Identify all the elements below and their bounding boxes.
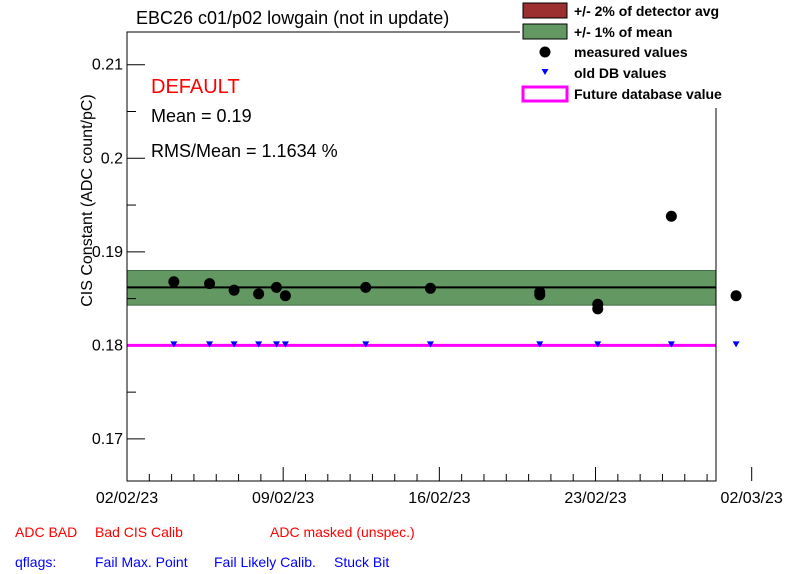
y-axis-label: CIS Constant (ADC count/pC) bbox=[79, 94, 96, 307]
old-db-point bbox=[594, 341, 602, 348]
x-tick-label: 23/02/23 bbox=[564, 490, 626, 507]
legend-label: +/- 2% of detector avg bbox=[574, 3, 719, 19]
measured-point bbox=[360, 281, 372, 293]
measured-point bbox=[665, 210, 677, 222]
bad-cis-calib-label: Bad CIS Calib bbox=[95, 524, 183, 540]
old-db-point bbox=[536, 341, 544, 348]
x-tick-label: 02/02/23 bbox=[96, 490, 158, 507]
measured-point bbox=[204, 278, 216, 290]
y-tick-label: 0.21 bbox=[92, 57, 123, 74]
y-tick-label: 0.18 bbox=[92, 337, 123, 354]
measured-point bbox=[168, 276, 180, 288]
measured-point bbox=[730, 290, 742, 302]
old-db-point bbox=[206, 341, 214, 348]
old-db-point bbox=[667, 341, 675, 348]
adc-masked-label: ADC masked (unspec.) bbox=[270, 524, 415, 540]
measured-point bbox=[253, 288, 265, 300]
measured-point bbox=[270, 281, 282, 293]
measured-point bbox=[592, 303, 604, 315]
fail-likely-calib-label: Fail Likely Calib. bbox=[214, 554, 316, 570]
rms-annotation: RMS/Mean = 1.1634 % bbox=[151, 141, 338, 161]
old-db-point bbox=[426, 341, 434, 348]
default-label: DEFAULT bbox=[151, 76, 240, 98]
y-tick-label: 0.2 bbox=[101, 150, 123, 167]
legend: +/- 2% of detector avg +/- 1% of mean meas… bbox=[520, 0, 796, 108]
legend-label: measured values bbox=[574, 44, 688, 60]
legend-swatch bbox=[522, 23, 568, 40]
chart-title: EBC26 c01/p02 lowgain (not in update) bbox=[136, 8, 449, 28]
legend-swatch bbox=[522, 2, 568, 19]
legend-label: old DB values bbox=[574, 65, 667, 81]
measured-values-series bbox=[168, 210, 742, 315]
old-db-point bbox=[170, 341, 178, 348]
stuck-bit-label: Stuck Bit bbox=[334, 554, 390, 570]
y-axis-ticks: 0.17 0.18 0.19 0.2 0.21 bbox=[92, 57, 145, 448]
old-db-point bbox=[362, 341, 370, 348]
legend-marker bbox=[541, 69, 549, 75]
old-db-point bbox=[230, 341, 238, 348]
legend-label: Future database value bbox=[574, 86, 722, 102]
old-db-point bbox=[732, 341, 740, 348]
x-axis-ticks: 02/02/23 09/02/23 16/02/23 23/02/23 02/03/23 bbox=[96, 467, 783, 507]
old-db-values-series bbox=[170, 341, 740, 348]
old-db-point bbox=[281, 341, 289, 348]
legend-label: +/- 1% of mean bbox=[574, 24, 672, 40]
mean-annotation: Mean = 0.19 bbox=[151, 106, 252, 126]
measured-point bbox=[228, 284, 240, 296]
qflags-label: qflags: bbox=[15, 554, 57, 570]
plot-frame bbox=[126, 31, 717, 482]
old-db-point bbox=[272, 341, 280, 348]
old-db-point bbox=[255, 341, 263, 348]
y-tick-label: 0.17 bbox=[92, 431, 123, 448]
y-tick-label: 0.19 bbox=[92, 244, 123, 261]
x-tick-label: 16/02/23 bbox=[408, 490, 470, 507]
measured-point bbox=[279, 290, 291, 302]
legend-swatch bbox=[521, 85, 569, 103]
x-tick-label: 02/03/23 bbox=[721, 490, 783, 507]
measured-point bbox=[534, 289, 546, 301]
measured-point bbox=[424, 282, 436, 294]
adc-bad-label: ADC BAD bbox=[15, 524, 78, 540]
fail-max-point-label: Fail Max. Point bbox=[95, 554, 188, 570]
x-tick-label: 09/02/23 bbox=[252, 490, 314, 507]
legend-marker bbox=[539, 46, 551, 58]
